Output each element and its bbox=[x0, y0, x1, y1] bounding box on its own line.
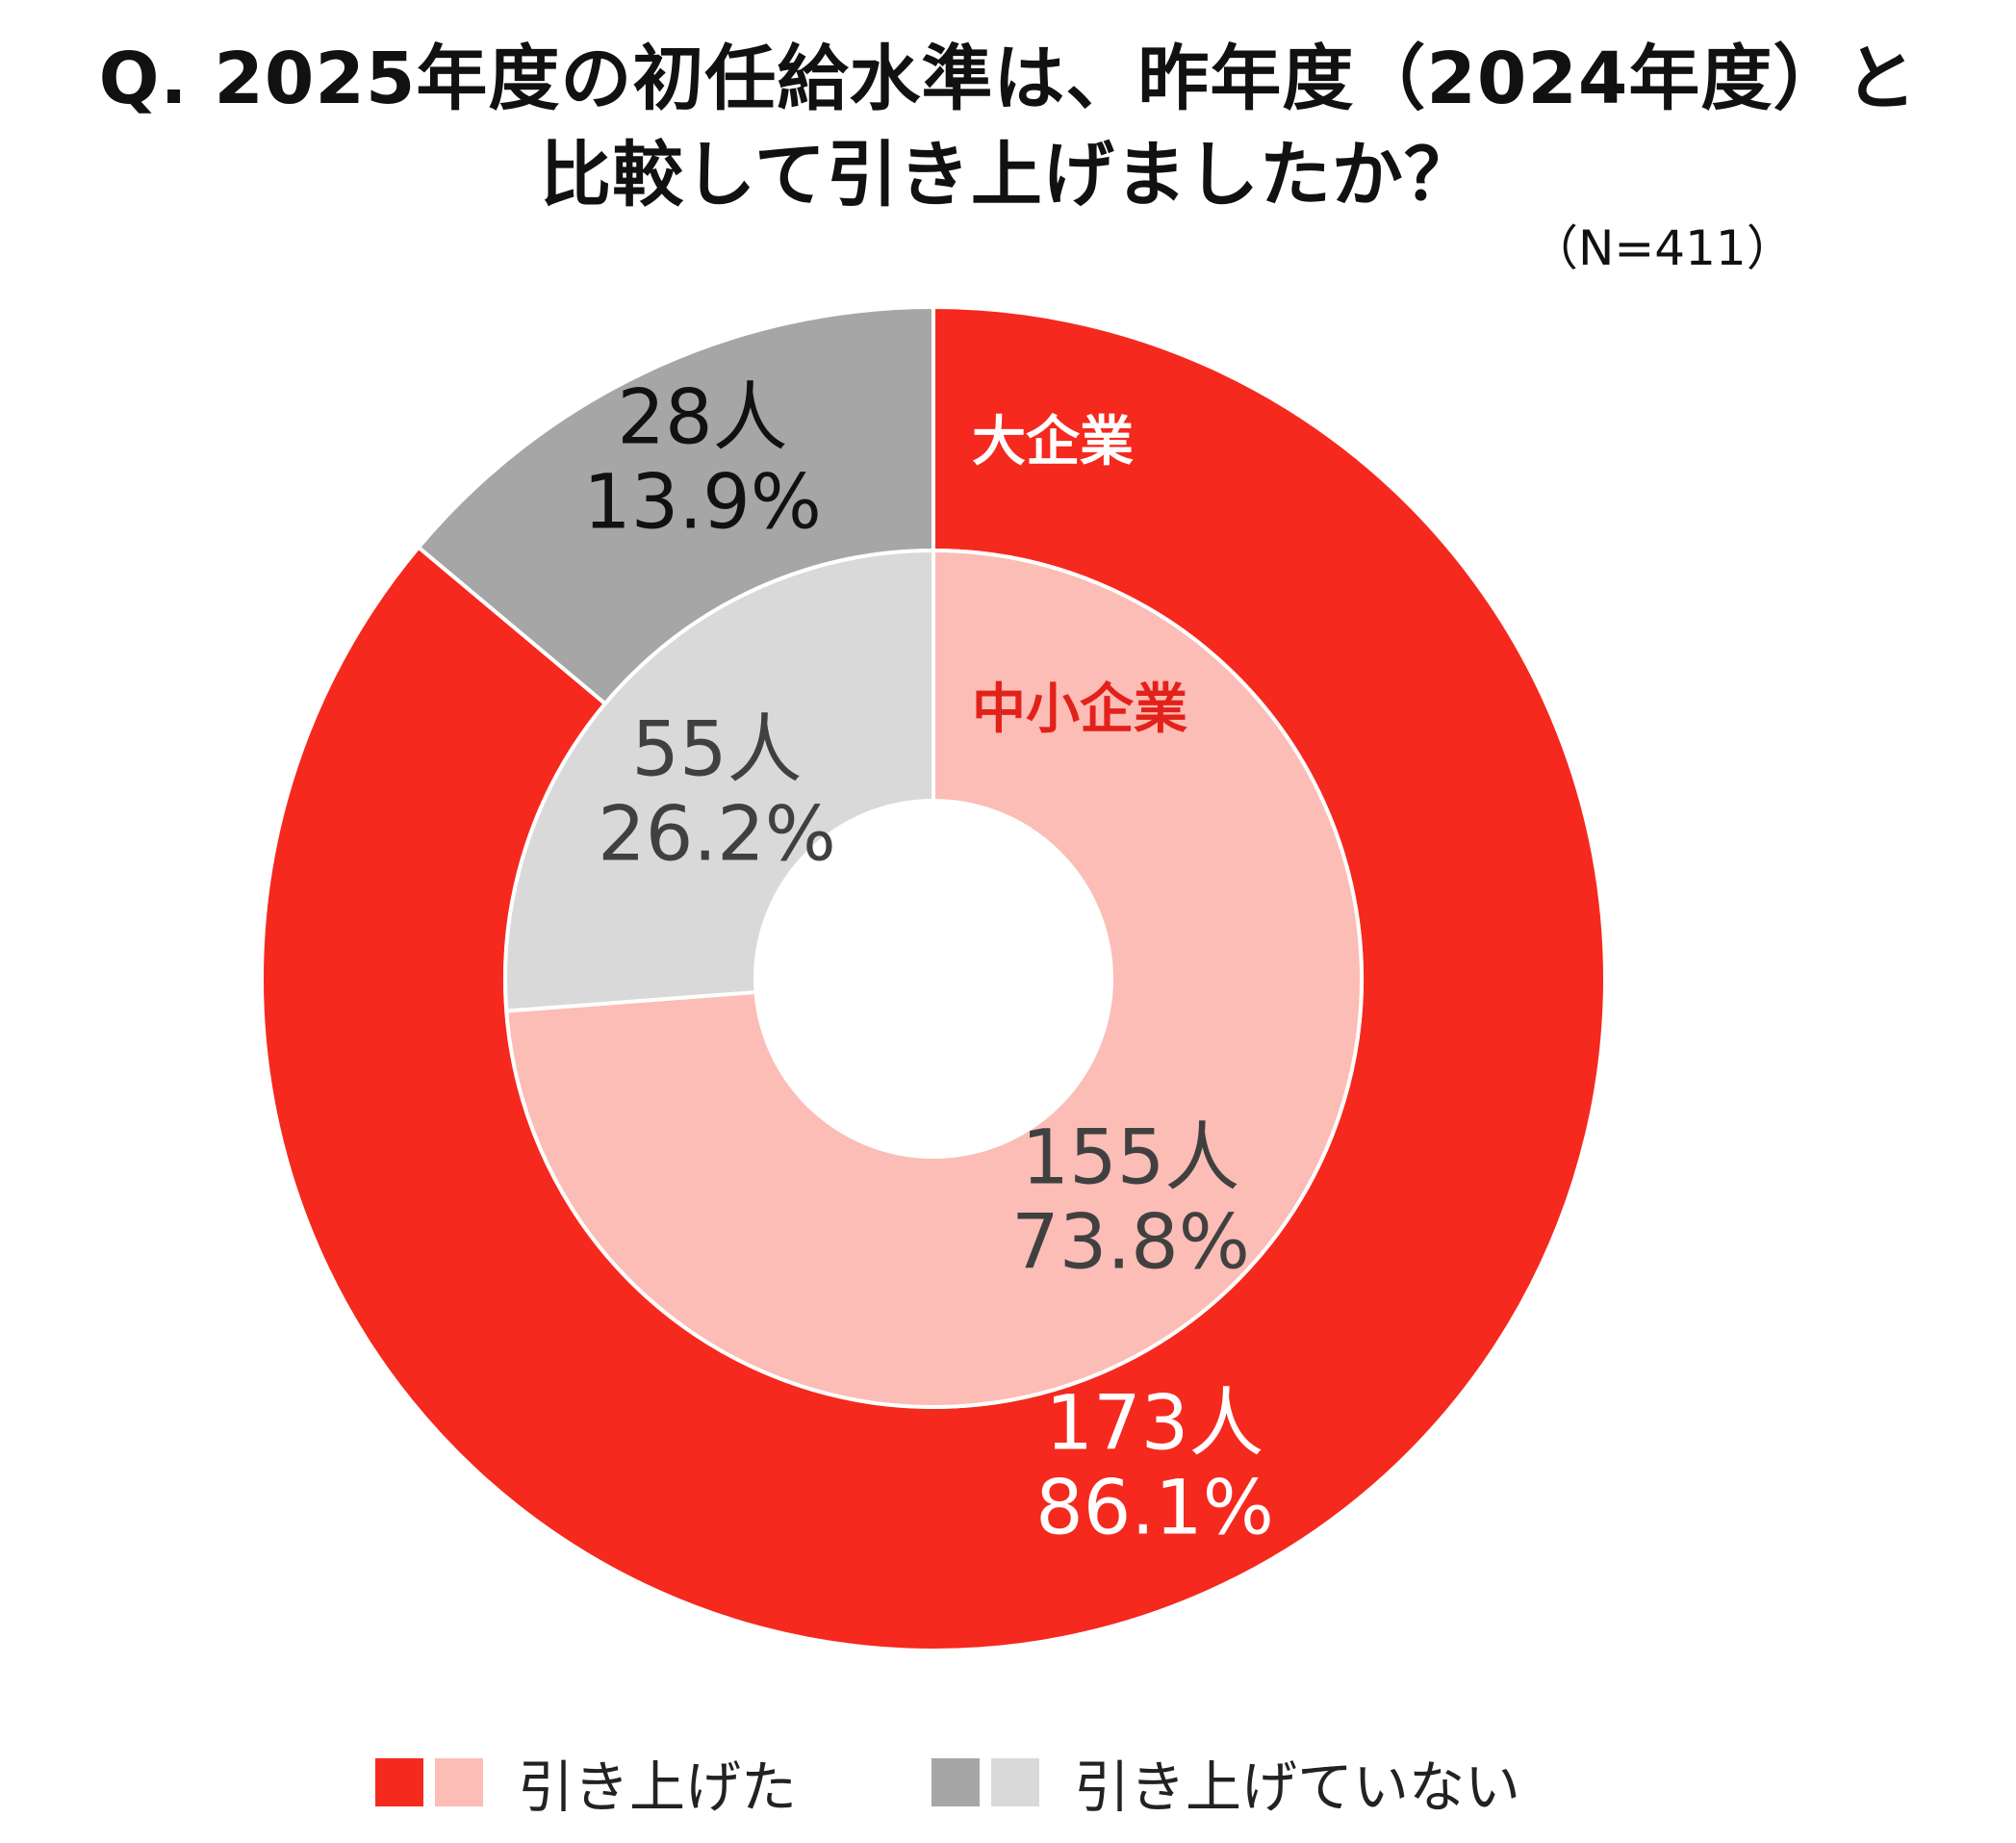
legend-item-not-raised: 引き上げていない bbox=[931, 1744, 1520, 1821]
chart-title-line-1: Q. 2025年度の初任給水準は、昨年度（2024年度）と bbox=[98, 38, 1918, 120]
count-label-large-raised: 173人 bbox=[1046, 1380, 1264, 1467]
chart-legend: 引き上げた 引き上げていない bbox=[0, 1744, 2016, 1821]
legend-label-not-raised: 引き上げていない bbox=[1074, 1754, 1521, 1820]
percent-label-large-not-raised: 13.9% bbox=[583, 459, 822, 546]
count-label-small-not-raised: 55人 bbox=[631, 706, 802, 793]
legend-label-raised: 引き上げた bbox=[518, 1754, 798, 1820]
donut-hole bbox=[755, 801, 1111, 1157]
count-label-small-raised: 155人 bbox=[1022, 1114, 1240, 1201]
chart-title-line-2: 比較して引き上げましたか？ bbox=[540, 134, 1476, 217]
legend-swatch-large-raised bbox=[375, 1758, 423, 1806]
ring-title-small: 中小企業 bbox=[972, 678, 1187, 741]
percent-label-small-not-raised: 26.2% bbox=[598, 791, 836, 878]
count-label-large-not-raised: 28人 bbox=[617, 374, 787, 461]
sample-size-label: （N=411） bbox=[1530, 220, 1795, 276]
legend-swatch-small-not-raised bbox=[991, 1758, 1039, 1806]
legend-item-raised: 引き上げた bbox=[375, 1744, 797, 1821]
legend-swatch-small-raised bbox=[435, 1758, 483, 1806]
percent-label-small-raised: 73.8% bbox=[1011, 1199, 1250, 1286]
legend-swatch-large-not-raised bbox=[931, 1758, 980, 1806]
ring-title-large: 大企業 bbox=[972, 411, 1134, 474]
percent-label-large-raised: 86.1% bbox=[1035, 1465, 1274, 1551]
chart-slices bbox=[260, 305, 1607, 1652]
